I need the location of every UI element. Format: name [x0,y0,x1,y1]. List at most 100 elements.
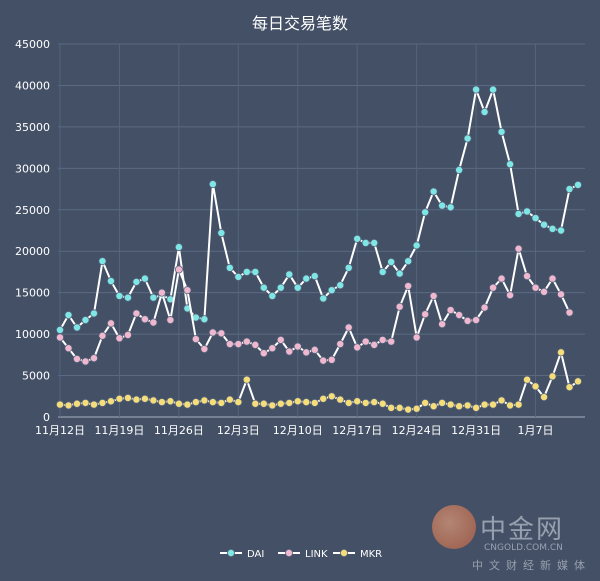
data-point[interactable] [217,228,226,237]
data-point[interactable] [472,85,481,94]
data-point[interactable] [123,393,132,402]
data-point[interactable] [497,127,506,136]
data-point[interactable] [183,286,192,295]
data-point[interactable] [276,283,285,292]
data-point[interactable] [302,348,311,357]
data-point[interactable] [378,399,387,408]
data-point[interactable] [72,323,81,332]
data-point[interactable] [523,375,532,384]
data-point[interactable] [115,291,124,300]
data-point[interactable] [157,398,166,407]
data-point[interactable] [242,337,251,346]
data-point[interactable] [191,335,200,344]
data-point[interactable] [336,395,345,404]
data-point[interactable] [166,397,175,406]
data-point[interactable] [361,238,370,247]
data-point[interactable] [319,294,328,303]
data-point[interactable] [548,274,557,283]
data-point[interactable] [497,274,506,283]
data-point[interactable] [429,291,438,300]
data-point[interactable] [421,310,430,319]
data-point[interactable] [361,337,370,346]
data-point[interactable] [489,400,498,409]
data-point[interactable] [208,398,217,407]
data-point[interactable] [540,220,549,229]
data-point[interactable] [523,272,532,281]
data-point[interactable] [81,357,90,366]
data-point[interactable] [574,377,583,386]
data-point[interactable] [166,316,175,325]
data-point[interactable] [429,187,438,196]
legend-item-link[interactable]: LINK [278,549,328,560]
data-point[interactable] [149,318,158,327]
data-point[interactable] [514,244,523,253]
data-point[interactable] [480,303,489,312]
data-point[interactable] [174,399,183,408]
data-point[interactable] [268,291,277,300]
data-point[interactable] [421,398,430,407]
data-point[interactable] [353,397,362,406]
data-point[interactable] [387,403,396,412]
data-point[interactable] [565,185,574,194]
data-point[interactable] [285,398,294,407]
data-point[interactable] [123,293,132,302]
data-point[interactable] [463,401,472,410]
data-point[interactable] [276,399,285,408]
data-point[interactable] [463,316,472,325]
data-point[interactable] [557,290,566,299]
data-point[interactable] [251,399,260,408]
data-point[interactable] [565,383,574,392]
data-point[interactable] [557,226,566,235]
data-point[interactable] [336,281,345,290]
data-point[interactable] [395,302,404,311]
data-point[interactable] [531,214,540,223]
data-point[interactable] [123,330,132,339]
data-point[interactable] [200,396,209,405]
data-point[interactable] [370,398,379,407]
data-point[interactable] [132,277,141,286]
data-point[interactable] [200,315,209,324]
data-point[interactable] [251,267,260,276]
data-point[interactable] [438,201,447,210]
data-point[interactable] [310,345,319,354]
data-point[interactable] [81,398,90,407]
data-point[interactable] [302,274,311,283]
data-point[interactable] [89,354,98,363]
data-point[interactable] [412,333,421,342]
data-point[interactable] [302,398,311,407]
data-point[interactable] [353,343,362,352]
data-point[interactable] [98,398,107,407]
data-point[interactable] [370,238,379,247]
data-point[interactable] [242,267,251,276]
data-point[interactable] [149,396,158,405]
data-point[interactable] [531,283,540,292]
data-point[interactable] [242,375,251,384]
data-point[interactable] [310,272,319,281]
data-point[interactable] [523,207,532,216]
data-point[interactable] [106,319,115,328]
data-point[interactable] [81,316,90,325]
data-point[interactable] [353,234,362,243]
data-point[interactable] [506,401,515,410]
data-point[interactable] [268,344,277,353]
data-point[interactable] [234,398,243,407]
data-point[interactable] [404,405,413,414]
data-point[interactable] [293,397,302,406]
data-point[interactable] [64,344,73,353]
data-point[interactable] [89,309,98,318]
data-point[interactable] [378,267,387,276]
data-point[interactable] [174,243,183,252]
data-point[interactable] [489,85,498,94]
data-point[interactable] [344,398,353,407]
data-point[interactable] [540,287,549,296]
data-point[interactable] [259,283,268,292]
data-point[interactable] [208,328,217,337]
data-point[interactable] [200,345,209,354]
data-point[interactable] [98,257,107,266]
data-point[interactable] [455,402,464,411]
data-point[interactable] [548,372,557,381]
data-point[interactable] [421,208,430,217]
data-point[interactable] [183,400,192,409]
data-point[interactable] [463,134,472,143]
data-point[interactable] [56,325,65,334]
